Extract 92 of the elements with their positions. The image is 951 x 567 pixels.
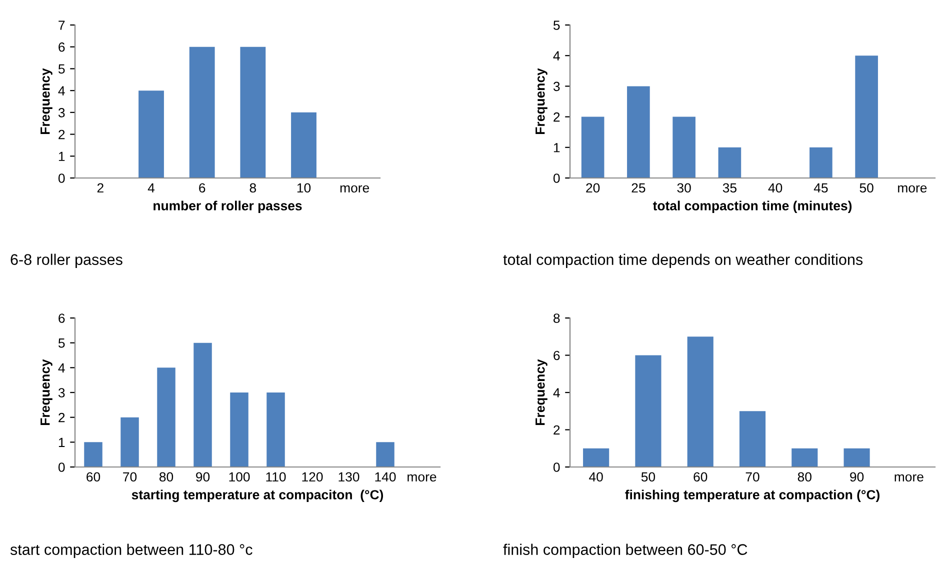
text: 6-8 roller passes (10, 254, 122, 268)
y-axis-title: Frequency (40, 359, 52, 425)
x-tick-label: 70 (123, 472, 137, 482)
y-tick-label: 1 (58, 438, 65, 447)
x-tick-label: 2 (97, 183, 104, 192)
y-tick-label: 0 (58, 174, 65, 183)
bar (583, 448, 610, 467)
x-tick-label: 80 (798, 472, 812, 482)
x-tick-label: 110 (266, 472, 286, 482)
bar (627, 86, 650, 178)
y-tick-label: 4 (553, 388, 560, 398)
x-tick-label: 40 (768, 183, 782, 193)
x-tick-label: 25 (632, 183, 646, 193)
bar (635, 355, 662, 467)
x-tick-label: 120 (302, 472, 323, 482)
bar (855, 56, 878, 178)
bar (792, 448, 818, 467)
y-tick-label: 2 (58, 130, 65, 140)
x-tick-label: 130 (338, 472, 360, 482)
x-axis-title: finishing temperature at compaction (°C) (625, 490, 880, 502)
x-tick-label: 10 (297, 183, 311, 193)
y-tick-label: 3 (58, 388, 65, 398)
bar (718, 147, 742, 178)
x-axis-title: number of roller passes (154, 200, 302, 214)
bar (138, 90, 164, 178)
x-tick-label: more (340, 185, 370, 193)
y-tick-label: 1 (554, 143, 560, 152)
y-tick-label: 0 (553, 462, 560, 472)
bar (189, 46, 215, 178)
y-tick-label: 5 (553, 20, 560, 30)
y-tick-label: 6 (58, 314, 65, 323)
bar (157, 368, 176, 467)
x-tick-label: 30 (677, 183, 691, 193)
y-tick-label: 5 (58, 338, 65, 348)
x-tick-label: 140 (375, 472, 396, 482)
y-axis-title: Frequency (536, 68, 548, 134)
x-tick-label: 40 (589, 472, 603, 482)
x-tick-label: 70 (746, 472, 760, 482)
y-tick-label: 3 (553, 82, 560, 92)
x-tick-label: 90 (196, 472, 210, 482)
x-tick-label: more (898, 185, 927, 193)
text: total compaction time depends on weather conditions (503, 254, 863, 268)
bar (376, 442, 394, 467)
x-tick-label: 20 (586, 183, 600, 193)
x-tick-label: 80 (159, 472, 174, 482)
y-tick-label: 4 (553, 51, 560, 60)
bar (739, 411, 766, 467)
x-tick-label: more (894, 474, 924, 482)
y-tick-label: 3 (58, 108, 65, 118)
x-tick-label: 60 (86, 472, 100, 482)
bar (581, 116, 604, 178)
bar (240, 46, 266, 178)
bar (672, 116, 696, 178)
y-axis-title: Frequency (536, 359, 548, 425)
y-tick-label: 7 (58, 20, 65, 30)
bar (120, 417, 139, 467)
bar (230, 392, 248, 467)
x-tick-label: 60 (694, 472, 708, 482)
x-tick-label: 50 (641, 472, 656, 482)
y-tick-label: 4 (58, 86, 65, 96)
bar (266, 392, 285, 467)
y-tick-label: 8 (554, 314, 560, 323)
y-tick-label: 4 (58, 363, 65, 372)
bar (810, 147, 832, 178)
bar (687, 336, 714, 467)
text: finish compaction between 60-50 °C (503, 544, 748, 558)
x-tick-label: 4 (148, 183, 155, 192)
y-axis-title: Frequency (40, 68, 52, 134)
x-tick-label: 90 (850, 472, 864, 482)
x-tick-label: 8 (250, 183, 256, 193)
y-tick-label: 5 (58, 64, 65, 74)
x-axis-title: starting temperature at compaciton (°C) (132, 490, 384, 502)
x-tick-label: 45 (814, 183, 828, 193)
bar (194, 342, 212, 467)
x-tick-label: 100 (229, 472, 250, 482)
y-tick-label: 1 (58, 152, 65, 161)
y-tick-label: 2 (554, 112, 560, 122)
y-tick-label: 0 (553, 174, 560, 183)
x-tick-label: 50 (860, 183, 874, 193)
x-axis-title: total compaction time (minutes) (652, 200, 852, 214)
y-tick-label: 0 (58, 462, 65, 472)
text: start compaction between 110-80 °c (10, 544, 252, 558)
x-tick-label: more (408, 474, 436, 482)
bar (844, 448, 870, 467)
x-tick-label: 35 (722, 183, 736, 193)
x-tick-label: 6 (199, 183, 206, 193)
y-tick-label: 6 (554, 350, 560, 360)
bar (84, 442, 102, 467)
y-tick-label: 2 (58, 412, 65, 422)
bar (291, 112, 316, 178)
y-tick-label: 2 (554, 425, 560, 435)
y-tick-label: 6 (58, 42, 65, 52)
